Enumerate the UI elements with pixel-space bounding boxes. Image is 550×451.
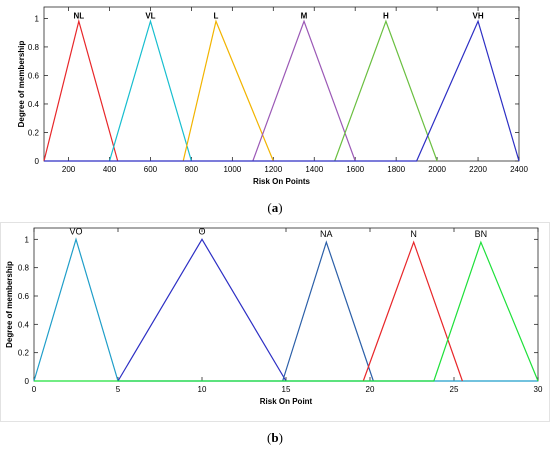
y-tick-label: 1 — [25, 235, 30, 244]
series-line-m — [252, 19, 356, 162]
x-tick-label: 1600 — [346, 165, 364, 174]
series-line-vl — [108, 19, 192, 162]
x-tick-label: 600 — [144, 165, 158, 174]
x-tick-label: 25 — [450, 385, 459, 394]
series-label-l: L — [214, 11, 219, 20]
y-tick-label: 0.2 — [18, 349, 30, 358]
series-label-bn: BN — [475, 229, 488, 239]
series-label-na: NA — [320, 229, 333, 239]
x-tick-label: 800 — [185, 165, 199, 174]
x-tick-label: 5 — [116, 385, 121, 394]
x-tick-label: 1800 — [387, 165, 405, 174]
x-tick-label: 2200 — [469, 165, 487, 174]
figure-caption: (a) — [267, 200, 282, 215]
figure-caption: (b) — [267, 430, 283, 445]
chart-panel-a: 200 400 600 800 1000 1200 1400 1600 1800 2000 2200… — [17, 6, 528, 215]
chart-panel-b: 0 5 10 15 20 25 30 0 0.2 0.4 0.6 0.8 1 VO O NA N BN Risk O… — [5, 226, 543, 445]
series-label-o: O — [198, 226, 205, 236]
series-line-vh — [44, 19, 520, 162]
series-label-vo: VO — [69, 226, 82, 236]
series-line-bn — [34, 240, 539, 382]
series-line-nl — [43, 18, 119, 162]
x-axis-label: Risk On Point — [260, 397, 313, 406]
x-tick-label: 30 — [534, 385, 543, 394]
series-label-nl: NL — [73, 11, 84, 20]
y-tick-label: 0.4 — [18, 320, 30, 329]
y-tick-label: 0.8 — [28, 43, 40, 52]
y-axis-label: Degree of membership — [5, 261, 14, 348]
y-tick-label: 0.6 — [18, 292, 30, 301]
y-tick-label: 0.4 — [28, 100, 40, 109]
series-line-h — [334, 19, 438, 162]
series-label-m: M — [301, 11, 308, 20]
x-tick-label: 1200 — [264, 165, 282, 174]
series-label-vh: VH — [472, 11, 483, 20]
plot-frame — [33, 227, 539, 382]
x-tick-label: 0 — [32, 385, 37, 394]
series-line-na — [282, 240, 374, 382]
series-line-l — [182, 19, 274, 162]
y-axis-label: Degree of membership — [17, 41, 26, 128]
x-tick-label: 10 — [198, 385, 207, 394]
series-line-n — [362, 240, 463, 382]
series-line-o — [117, 238, 287, 382]
x-axis-label: Risk On Points — [253, 177, 310, 186]
x-tick-label: 2400 — [510, 165, 528, 174]
x-tick-label: 2000 — [428, 165, 446, 174]
series-label-n: N — [410, 229, 417, 239]
y-tick-label: 0.6 — [28, 71, 40, 80]
y-tick-label: 0 — [25, 377, 30, 386]
x-tick-label: 1000 — [223, 165, 241, 174]
y-tick-label: 0 — [35, 157, 40, 166]
x-tick-label: 200 — [62, 165, 76, 174]
x-tick-label: 20 — [366, 385, 375, 394]
x-tick-label: 400 — [103, 165, 117, 174]
series-label-vl: VL — [145, 11, 155, 20]
x-tick-label: 15 — [282, 385, 291, 394]
y-tick-label: 0.8 — [18, 264, 30, 273]
y-tick-label: 1 — [35, 14, 40, 23]
x-tick-label: 1400 — [305, 165, 323, 174]
series-label-h: H — [383, 11, 389, 20]
y-tick-label: 0.2 — [28, 128, 40, 137]
